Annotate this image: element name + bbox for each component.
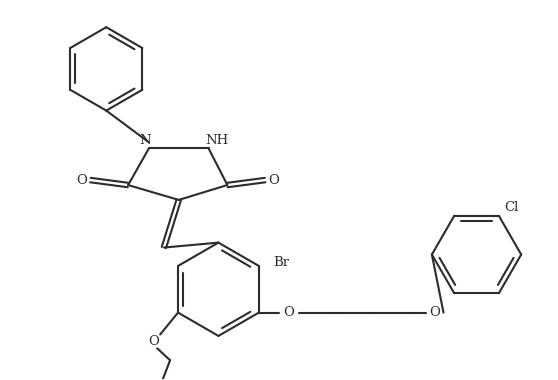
- Text: O: O: [283, 306, 294, 319]
- Text: O: O: [76, 174, 87, 187]
- Text: Cl: Cl: [504, 201, 518, 214]
- Text: N: N: [139, 134, 151, 147]
- Text: NH: NH: [205, 134, 228, 147]
- Text: O: O: [268, 174, 280, 187]
- Text: O: O: [148, 335, 158, 348]
- Text: Br: Br: [273, 256, 289, 269]
- Text: O: O: [429, 306, 440, 319]
